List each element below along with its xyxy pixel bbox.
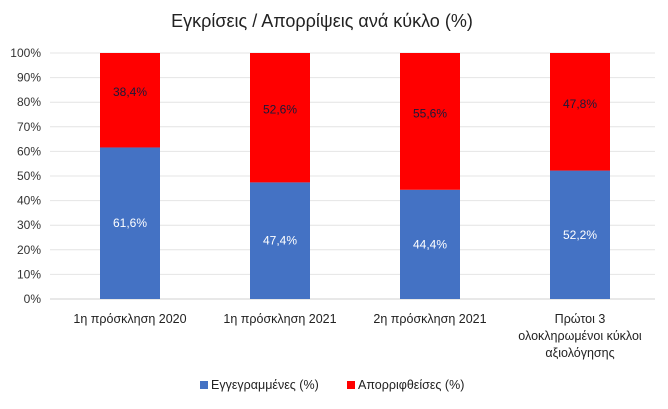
bar-segment <box>550 170 610 299</box>
x-tick-label: ολοκληρωμένοι κύκλοι <box>518 329 642 343</box>
data-label: 52,2% <box>563 228 597 242</box>
y-tick-label: 30% <box>17 218 41 232</box>
x-tick-label: 2η πρόσκληση 2021 <box>373 312 486 326</box>
data-label: 47,4% <box>263 234 297 248</box>
data-label: 52,6% <box>263 103 297 117</box>
y-tick-label: 20% <box>17 243 41 257</box>
data-label: 61,6% <box>113 216 147 230</box>
y-tick-label: 100% <box>10 46 41 60</box>
x-tick-label: Πρώτοι 3 <box>555 312 606 326</box>
y-tick-label: 60% <box>17 144 41 158</box>
bar-segment <box>550 53 610 171</box>
x-tick-label: 1η πρόσκληση 2021 <box>223 312 336 326</box>
legend-swatch <box>347 381 355 389</box>
bar-segment <box>250 182 310 299</box>
y-tick-label: 0% <box>24 292 42 306</box>
bar-segment <box>100 147 160 299</box>
data-label: 44,4% <box>413 237 447 251</box>
y-tick-label: 80% <box>17 95 41 109</box>
y-tick-label: 10% <box>17 267 41 281</box>
y-tick-label: 90% <box>17 71 41 85</box>
x-tick-label: αξιολόγησης <box>545 346 614 360</box>
legend-label: Απορριφθείσες (%) <box>358 378 464 392</box>
bar-segment <box>400 189 460 299</box>
bar-segment <box>100 53 160 148</box>
chart-title: Εγκρίσεις / Απορρίψεις ανά κύκλο (%) <box>171 11 473 31</box>
data-label: 55,6% <box>413 106 447 120</box>
bar-segment <box>250 53 310 183</box>
y-tick-label: 40% <box>17 194 41 208</box>
legend-swatch <box>200 381 208 389</box>
y-tick-label: 70% <box>17 120 41 134</box>
data-label: 47,8% <box>563 97 597 111</box>
x-tick-label: 1η πρόσκληση 2020 <box>73 312 186 326</box>
bar-segment <box>400 53 460 190</box>
data-label: 38,4% <box>113 85 147 99</box>
y-tick-label: 50% <box>17 169 41 183</box>
legend-label: Εγγεγραμμένες (%) <box>211 378 319 392</box>
